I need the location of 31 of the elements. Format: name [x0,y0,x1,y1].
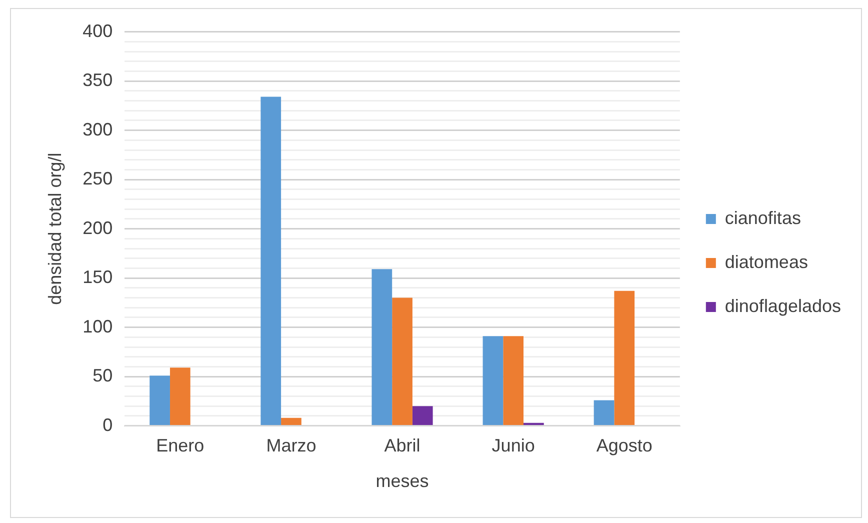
legend-label: cianofitas [724,208,801,228]
bar [503,336,524,426]
bar [392,298,412,426]
legend-label: dinoflagelados [724,296,842,316]
x-tick-label: Junio [492,436,535,456]
y-tick-label: 100 [82,316,113,336]
bar [170,368,190,426]
bar [614,290,635,426]
y-tick-label: 400 [82,20,113,41]
bar [281,418,302,426]
y-tick-label: 200 [82,218,113,238]
bar [150,376,170,426]
x-tick-label: Marzo [266,436,316,456]
y-tick-label: 50 [92,366,113,386]
bar [372,269,392,426]
x-tick-label: Abril [384,436,420,456]
bar [594,400,614,426]
x-tick-label: Enero [156,436,204,456]
bar [482,336,504,426]
y-tick-label: 350 [82,70,113,90]
y-tick-label: 0 [102,414,113,435]
x-tick-label: Agosto [596,436,652,456]
bar [412,406,433,426]
x-axis-title: meses [376,471,429,492]
bar [260,96,282,426]
y-tick-label: 300 [82,119,113,140]
y-axis-title: densidad total org/l [44,152,65,305]
y-tick-label: 150 [82,267,113,288]
y-tick-label: 250 [82,168,113,189]
legend-label: diatomeas [724,252,808,272]
bar [524,422,544,426]
